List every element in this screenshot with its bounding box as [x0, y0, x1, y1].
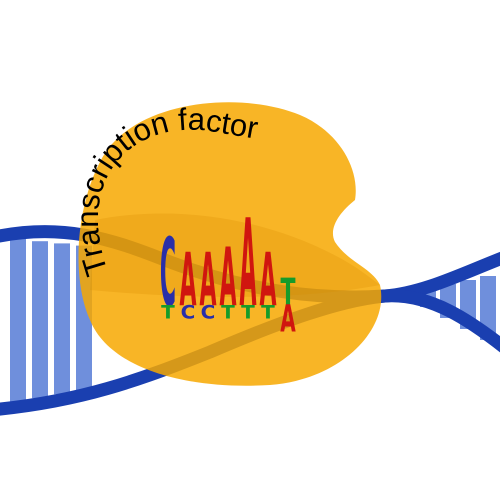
logo-letter-a: A [199, 237, 216, 322]
dna-base-pair [54, 243, 70, 395]
logo-letter-c: C [181, 301, 196, 323]
protein-body [78, 102, 382, 386]
logo-letter-a: A [219, 231, 236, 324]
logo-letter-c: C [201, 301, 216, 323]
logo-letter-a: A [259, 237, 276, 322]
logo-letter-a: A [239, 195, 256, 334]
dna-base-pair [10, 239, 26, 403]
logo-letter-t: T [241, 301, 255, 323]
logo-letter-a: A [280, 298, 296, 342]
sequence-logo: CT AC AC AT AT AT TA [160, 195, 296, 341]
logo-letter-a: A [179, 237, 196, 322]
protein-shading [90, 213, 380, 297]
dna-base-pair [480, 276, 496, 340]
logo-letter-t: T [261, 301, 275, 323]
dna-base-pair [32, 241, 48, 399]
logo-letter-t: T [281, 272, 296, 315]
logo-letter-c: C [160, 218, 176, 327]
logo-letter-t: T [161, 301, 175, 323]
transcription-factor-protein [78, 102, 382, 386]
logo-letter-t: T [221, 301, 235, 323]
